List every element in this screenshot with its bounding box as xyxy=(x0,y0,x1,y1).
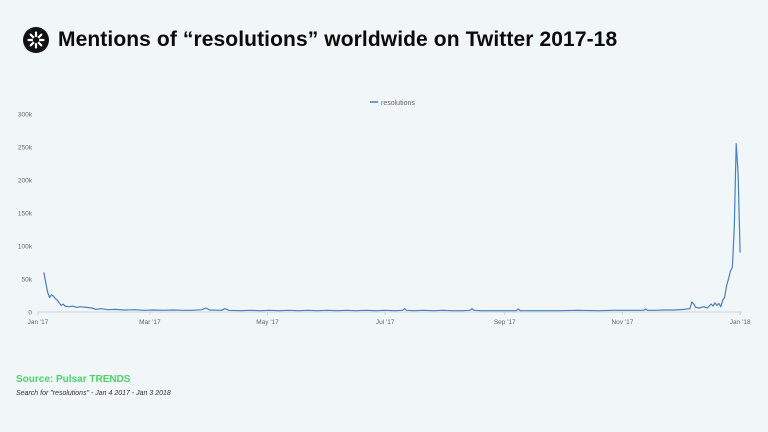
page-title: Mentions of “resolutions” worldwide on T… xyxy=(58,28,618,51)
y-axis: 0 50k 100k 150k 200k 250k 300k xyxy=(18,112,33,317)
x-tick-label: Mar '17 xyxy=(139,319,161,326)
y-tick-label: 50k xyxy=(22,277,33,284)
search-description: Search for "resolutions" - Jan 4 2017 - … xyxy=(16,390,171,397)
y-tick-label: 100k xyxy=(18,244,33,251)
x-axis: Jan '17 Mar '17 May '17 Jul '17 Sep '17 Nov '… xyxy=(28,312,751,326)
x-tick-label: Jul '17 xyxy=(376,319,395,326)
y-tick-label: 150k xyxy=(18,211,33,218)
legend-label-resolutions: resolutions xyxy=(381,100,415,107)
y-tick-label: 0 xyxy=(28,310,32,317)
x-tick-label: May '17 xyxy=(256,319,279,326)
chart-header: Mentions of “resolutions” worldwide on T… xyxy=(22,26,617,54)
pulsar-logo-icon xyxy=(23,27,49,53)
y-tick-label: 200k xyxy=(18,178,33,185)
x-tick-label: Sep '17 xyxy=(494,319,516,326)
x-tick-label: Nov '17 xyxy=(611,319,633,326)
y-tick-label: 300k xyxy=(18,112,33,119)
line-chart: 0 50k 100k 150k 200k 250k 300k Jan '17 Mar '17 M… xyxy=(18,100,751,326)
legend[interactable]: resolutions xyxy=(370,100,415,107)
source-label: Source: Pulsar TRENDS xyxy=(16,374,131,385)
y-tick-label: 250k xyxy=(18,145,33,152)
x-tick-label: Jan '17 xyxy=(28,319,49,326)
x-tick-label: Jan '18 xyxy=(730,319,751,326)
series-line-resolutions[interactable] xyxy=(43,143,741,312)
